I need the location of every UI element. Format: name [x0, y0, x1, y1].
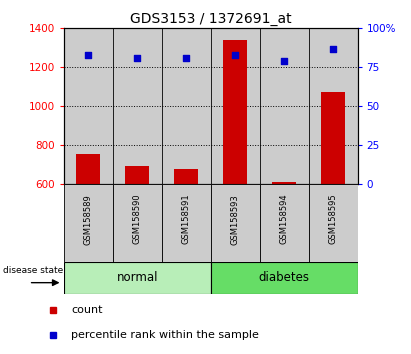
Title: GDS3153 / 1372691_at: GDS3153 / 1372691_at: [130, 12, 291, 26]
Bar: [64, 262, 210, 294]
Bar: [272, 182, 296, 184]
Point: [85, 52, 92, 58]
Point: [281, 58, 287, 64]
Text: disease state: disease state: [3, 266, 63, 275]
Text: GSM158590: GSM158590: [133, 194, 142, 245]
Text: normal: normal: [116, 272, 158, 284]
Text: GSM158591: GSM158591: [182, 194, 191, 245]
Bar: [211, 184, 260, 262]
Bar: [211, 262, 358, 294]
Point: [183, 55, 189, 61]
Bar: [64, 28, 113, 184]
Bar: [64, 184, 113, 262]
Bar: [223, 40, 247, 184]
Bar: [76, 154, 100, 184]
Text: percentile rank within the sample: percentile rank within the sample: [72, 330, 259, 339]
Bar: [309, 184, 358, 262]
Point: [232, 52, 238, 58]
Text: count: count: [72, 305, 103, 315]
Bar: [113, 28, 162, 184]
Bar: [174, 169, 199, 184]
Bar: [260, 184, 309, 262]
Bar: [211, 28, 260, 184]
Bar: [162, 184, 211, 262]
Bar: [113, 184, 162, 262]
Bar: [162, 28, 211, 184]
Text: GSM158593: GSM158593: [231, 194, 240, 245]
Bar: [260, 28, 309, 184]
Text: GSM158595: GSM158595: [328, 194, 337, 245]
Text: GSM158589: GSM158589: [84, 194, 93, 245]
Text: diabetes: diabetes: [259, 272, 309, 284]
Point: [134, 55, 141, 61]
Bar: [309, 28, 358, 184]
Bar: [125, 166, 150, 184]
Text: GSM158594: GSM158594: [279, 194, 289, 245]
Point: [330, 46, 336, 51]
Bar: [321, 92, 345, 184]
